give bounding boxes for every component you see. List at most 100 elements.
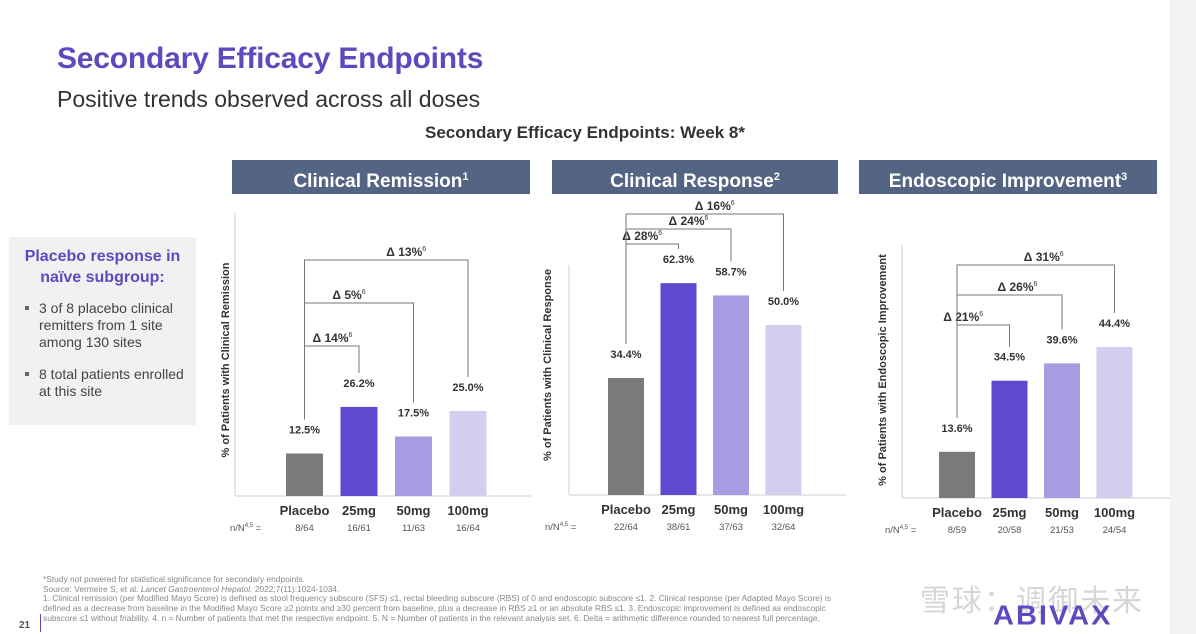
n-value: 16/61 [347,523,371,534]
n-value: 11/63 [402,523,425,534]
n-value: 32/64 [772,522,796,533]
value-label: 34.5% [994,352,1025,364]
y-axis-label: % of Patients with Endoscopic Improvemen… [877,254,889,486]
bar-100mg [1096,347,1133,498]
delta-label: Δ 31%6 [1024,250,1064,264]
n-value: 38/61 [667,522,691,533]
callout-bullet-text: 3 of 8 placebo clinical remitters from 1… [39,300,173,350]
callout-bullet-text: 8 total patients enrolled at this site [39,366,184,399]
abivax-logo: ABIVAX [993,600,1113,632]
section-title: Secondary Efficacy Endpoints: Week 8* [425,123,745,142]
n-value: 8/59 [948,525,967,536]
bar-50mg [395,436,432,496]
x-tick-label: 50mg [397,503,431,518]
x-tick-label: 25mg [662,502,696,517]
delta-label: Δ 24%6 [669,214,709,228]
x-tick-label: 50mg [1045,505,1079,520]
bar-100mg [449,411,487,496]
n-value: 22/64 [614,522,638,533]
delta-bracket [625,213,784,345]
watermark-text: 雪球：调御未来 [920,585,1144,618]
callout-bullet: 8 total patients enrolled at this site [21,366,189,400]
x-tick-label: Placebo [932,505,982,520]
x-tick-label: 50mg [714,502,748,517]
bar-25mg [991,380,1028,498]
panel-header-endoscopic-improvement: Endoscopic Improvement3 [859,160,1157,194]
chart-endoscopic-improvement: % of Patients with Endoscopic Improvemen… [877,245,1170,536]
footnotes: *Study not powered for statistical signi… [43,574,973,624]
value-label: 26.2% [343,378,374,390]
delta-label: Δ 16%6 [695,199,735,213]
panel-title-footnote: 2 [773,171,780,183]
bar-25mg [340,406,378,496]
n-label: n/N4,5 = [545,522,577,533]
source-journal: Lancet Gastroenterol Hepatol. [140,583,253,594]
delta-label: Δ 5%6 [332,288,365,302]
value-label: 50.0% [768,296,799,308]
callout-title-line2: naïve subgroup: [40,269,165,286]
bar-100mg [765,325,802,495]
x-tick-label: 25mg [342,503,376,518]
value-label: 12.5% [289,425,320,437]
placebo-callout-box: Placebo response in naïve subgroup: 3 of… [9,237,196,425]
panel-title: Clinical Response [610,171,774,192]
footnote-line: subscore ≤1 without friability. 4. n = N… [43,612,820,623]
panel-title-footnote: 3 [1121,171,1128,183]
y-axis-label: % of Patients with Clinical Response [542,269,554,461]
callout-bullet-list: 3 of 8 placebo clinical remitters from 1… [9,300,196,400]
n-value: 16/64 [456,523,480,534]
n-value: 37/63 [719,522,743,533]
x-tick-label: Placebo [280,503,330,518]
x-tick-label: 100mg [763,502,804,517]
delta-label: Δ 28%6 [622,229,662,243]
delta-label: Δ 21%6 [943,310,983,324]
n-label: n/N4,5 = [885,525,917,536]
n-value: 8/64 [295,523,314,534]
footnote-source: Source: Vermeire S, et al. Lancet Gastro… [43,583,973,595]
bar-placebo [286,453,323,496]
footnote-line: 1. Clinical remission (per Modified Mayo… [43,593,831,604]
bar-placebo [939,451,975,498]
source-suffix: 2022;7(11):1024-1034. [252,583,340,594]
right-margin-strip [1170,0,1196,634]
panel-header-clinical-response: Clinical Response2 [552,160,838,194]
x-tick-label: 100mg [1094,505,1135,520]
panel-title-footnote: 1 [462,171,469,183]
delta-label: Δ 26%6 [998,280,1038,294]
value-label: 34.4% [610,349,641,361]
callout-title-line1: Placebo response in [24,248,181,265]
bullet-square-icon [25,372,29,376]
value-label: 25.0% [452,382,483,394]
footer-divider [40,614,41,632]
value-label: 13.6% [941,423,972,435]
bar-placebo [608,378,644,495]
value-label: 62.3% [663,254,694,266]
delta-label: Δ 14%6 [313,331,353,345]
value-label: 39.6% [1046,334,1077,346]
n-label: n/N4,5 = [230,523,262,534]
callout-bullet: 3 of 8 placebo clinical remitters from 1… [21,300,189,351]
slide-subtitle: Positive trends observed across all dose… [57,86,481,112]
panel-title: Clinical Remission [293,171,463,192]
footnote-line: defined as a decrease from baseline in t… [43,603,826,614]
callout-title: Placebo response in naïve subgroup: [9,246,196,288]
footnote-line: *Study not powered for statistical signi… [43,574,306,584]
delta-bracket [956,264,1115,418]
value-label: 44.4% [1099,318,1130,330]
n-value: 21/53 [1050,525,1074,536]
chart-clinical-response: % of Patients with Clinical Response 34.4… [542,199,847,533]
delta-label: Δ 13%6 [386,245,426,259]
slide-title: Secondary Efficacy Endpoints [57,42,484,75]
value-label: 17.5% [398,408,429,420]
panel-header-clinical-remission: Clinical Remission1 [232,160,530,194]
page-number: 21 [19,620,31,631]
n-value: 24/54 [1103,525,1127,536]
bullet-square-icon [25,306,29,310]
n-value: 20/58 [998,525,1022,536]
x-tick-label: 25mg [993,505,1027,520]
source-prefix: Source: Vermeire S, et al. [43,583,141,594]
bar-50mg [713,295,749,495]
chart-clinical-remission: % of Patients with Clinical Remission 12.… [220,213,532,534]
x-tick-label: 100mg [447,503,488,518]
bar-50mg [1044,363,1080,498]
